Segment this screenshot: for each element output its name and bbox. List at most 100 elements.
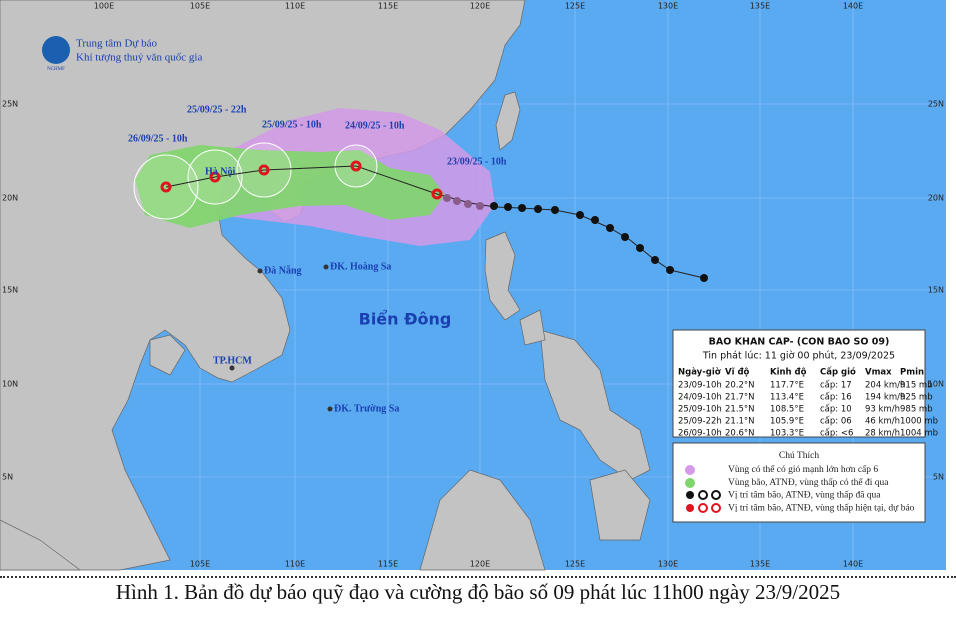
logo-text: NCHMF xyxy=(47,67,65,72)
lat-label: 5N xyxy=(2,473,13,482)
table-cell: 25/09-22h xyxy=(678,417,722,427)
track-label: 23/09/25 - 10h xyxy=(447,156,507,167)
lat-label: 5N xyxy=(933,473,944,482)
lat-label: 25N xyxy=(928,100,944,109)
caption: Hình 1. Bản đồ dự báo quỹ đạo và cường đ… xyxy=(115,580,841,604)
logo xyxy=(42,36,70,64)
lat-label: 20N xyxy=(2,194,18,203)
table-cell: 1000 mb xyxy=(900,417,938,427)
lon-label: 100E xyxy=(94,2,114,11)
lon-label: 135E xyxy=(750,2,770,11)
legend-title: Chú Thích xyxy=(779,451,819,461)
forecast-circles xyxy=(133,142,378,220)
place-label: Hà Nội xyxy=(205,166,236,177)
table-cell: 21.5°N xyxy=(725,405,755,415)
lon-label: 140E xyxy=(843,2,863,11)
separator xyxy=(0,576,956,578)
place-label: ĐK. Hoàng Sa xyxy=(330,261,391,272)
info-box xyxy=(672,329,926,438)
lat-label: 25N xyxy=(2,100,18,109)
info-subtitle: Tin phát lúc: 11 giờ 00 phút, 23/09/2025 xyxy=(702,351,895,362)
table-header: Pmin xyxy=(900,368,924,378)
table-cell: 46 km/h xyxy=(865,417,900,427)
table-cell: cấp: <6 xyxy=(820,428,853,439)
lon-label: 140E xyxy=(843,560,863,569)
lon-label: 120E xyxy=(470,560,490,569)
track-label: 26/09/25 - 10h xyxy=(128,133,188,144)
table-cell: 28 km/h xyxy=(865,429,900,439)
legend-swatch xyxy=(685,465,695,475)
lon-label: 125E xyxy=(565,560,585,569)
legend-item: Vùng có thể có gió mạnh lớn hơn cấp 6 xyxy=(728,464,878,475)
legend-symbols xyxy=(686,490,721,513)
table-cell: 21.1°N xyxy=(725,417,755,427)
table-cell: cấp: 17 xyxy=(820,380,852,391)
table-cell: 915 mb xyxy=(900,381,933,391)
table-header: Kinh độ xyxy=(770,368,807,378)
table-cell: 25/09-10h xyxy=(678,405,722,415)
table-cell: 20.2°N xyxy=(725,381,755,391)
forecast-positions xyxy=(160,160,443,200)
place-label: ĐK. Trường Sa xyxy=(334,403,399,414)
storm-zone xyxy=(135,145,445,228)
info-title: BAO KHAN CAP- (CON BAO SO 09) xyxy=(709,337,890,348)
legend-swatch xyxy=(685,478,695,488)
table-cell: 24/09-10h xyxy=(678,393,722,403)
legend-item: Vùng bão, ATNĐ, vùng thấp có thể đi qua xyxy=(728,477,889,488)
legend-item: Vị trí tâm bão, ATNĐ, vùng thấp hiện tại… xyxy=(728,502,915,513)
table-cell: cấp: 06 xyxy=(820,416,852,427)
track-label: 25/09/25 - 10h xyxy=(262,119,322,130)
table-cell: 108.5°E xyxy=(770,405,804,415)
table-cell: 23/09-10h xyxy=(678,381,722,391)
place-dots xyxy=(229,264,333,412)
lon-label: 110E xyxy=(285,2,305,11)
table-header: Vĩ độ xyxy=(725,368,750,378)
lon-label: 130E xyxy=(658,560,678,569)
lon-label: 135E xyxy=(750,560,770,569)
table-header: Cấp gió xyxy=(820,367,856,378)
table-cell: 1004 mb xyxy=(900,429,938,439)
track-label: 25/09/25 - 22h xyxy=(187,104,247,115)
lon-label: 130E xyxy=(658,2,678,11)
table-cell: 105.9°E xyxy=(770,417,804,427)
past-positions xyxy=(490,202,708,282)
lon-label: 125E xyxy=(565,2,585,11)
legend-box xyxy=(672,442,926,523)
map: NCHMF Trung tâm Dự báo Khí tượng thuỷ vă… xyxy=(0,0,946,571)
recent-positions xyxy=(443,194,484,210)
table-cell: cấp: 10 xyxy=(820,404,852,415)
table-cell: 21.7°N xyxy=(725,393,755,403)
table-cell: 20.6°N xyxy=(725,429,755,439)
table-cell: 103.3°E xyxy=(770,429,804,439)
lat-label: 15N xyxy=(2,286,18,295)
lon-label: 120E xyxy=(470,2,490,11)
table-cell: 113.4°E xyxy=(770,393,804,403)
lat-label: 20N xyxy=(928,194,944,203)
org-name: Trung tâm Dự báo xyxy=(76,38,158,50)
lat-label: 10N xyxy=(928,380,944,389)
table-cell: 117.7°E xyxy=(770,381,804,391)
table-header: Vmax xyxy=(865,368,892,378)
table-cell: cấp: 16 xyxy=(820,392,852,403)
org-name: Khí tượng thuỷ văn quốc gia xyxy=(76,52,202,64)
sea-label: Biển Đông xyxy=(359,310,452,329)
table-cell: 194 km/h xyxy=(865,393,905,403)
lat-label: 10N xyxy=(2,380,18,389)
lat-label: 15N xyxy=(928,286,944,295)
place-label: Đà Nẵng xyxy=(264,265,302,276)
table-cell: 26/09-10h xyxy=(678,429,722,439)
track-label: 24/09/25 - 10h xyxy=(345,120,405,131)
table-header: Ngày-giờ xyxy=(678,367,722,378)
legend-item: Vị trí tâm bão, ATNĐ, vùng thấp đã qua xyxy=(728,490,881,501)
lon-label: 115E xyxy=(378,2,398,11)
lon-label: 105E xyxy=(190,2,210,11)
table-cell: 925 mb xyxy=(900,393,933,403)
lon-label: 110E xyxy=(285,560,305,569)
lon-label: 105E xyxy=(190,560,210,569)
lon-label: 115E xyxy=(378,560,398,569)
place-label: TP.HCM xyxy=(213,355,252,366)
table-cell: 93 km/h xyxy=(865,405,900,415)
table-cell: 985 mb xyxy=(900,405,933,415)
table-cell: 204 km/h xyxy=(865,381,905,391)
